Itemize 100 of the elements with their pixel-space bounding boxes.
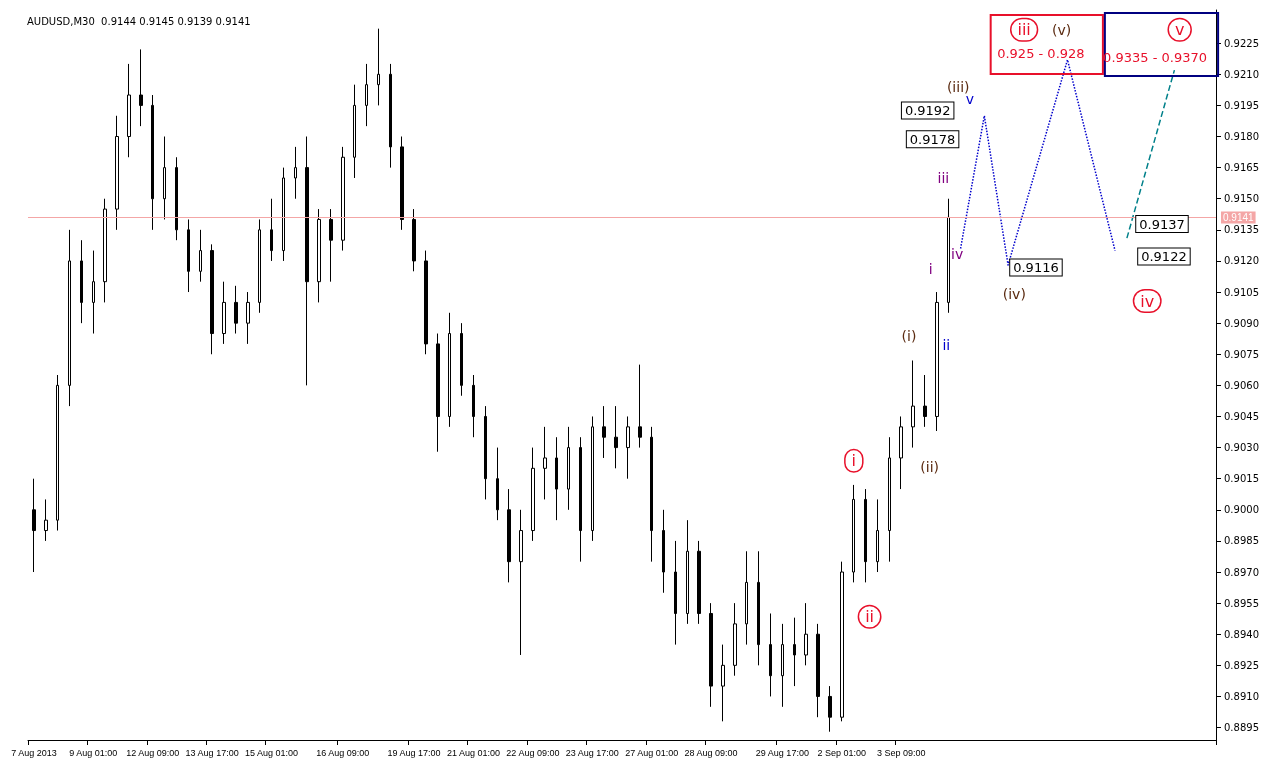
candlestick: [519, 509, 523, 656]
candlestick: [793, 617, 796, 687]
candlestick: [412, 208, 416, 272]
annotation: (v): [1051, 21, 1072, 38]
candlestick: [543, 426, 547, 500]
candlestick: [709, 602, 713, 708]
y-tick-label: 0.9015: [1224, 473, 1259, 485]
candlestick: [68, 229, 71, 407]
candlestick: [899, 415, 903, 490]
y-tick-label: 0.8925: [1224, 659, 1259, 671]
x-tick-label: 29 Aug 17:00: [755, 747, 809, 758]
y-tick-label: 0.8970: [1224, 566, 1259, 578]
x-tick-label: 2 Sep 01:00: [817, 747, 867, 758]
candlestick: [531, 447, 535, 542]
x-tick-label: 19 Aug 17:00: [387, 747, 441, 758]
candlestick: [721, 644, 725, 722]
y-tick-label: 0.8940: [1224, 628, 1259, 640]
annotation: 0.9178: [909, 131, 956, 147]
candlestick: [305, 136, 309, 386]
x-tick-label: 28 Aug 09:00: [684, 747, 738, 758]
x-tick-label: 7 Aug 2013: [11, 747, 57, 758]
y-tick-label: 0.9105: [1224, 286, 1259, 298]
candlestick: [32, 478, 36, 573]
candlestick: [816, 623, 820, 718]
candlestick: [270, 198, 273, 262]
y-tick-label: 0.8985: [1224, 535, 1259, 547]
candlestick: [353, 84, 356, 179]
candlestick: [44, 498, 48, 542]
ref-line-label: 0.9141: [1223, 211, 1255, 223]
candlestick: [294, 146, 297, 200]
y-tick-label: 0.9075: [1224, 348, 1259, 360]
annotation: (iii): [946, 78, 970, 95]
x-tick-label: 9 Aug 01:00: [69, 747, 118, 758]
candlestick: [947, 198, 950, 314]
candlestick: [496, 447, 499, 521]
x-tick-label: 22 Aug 09:00: [506, 747, 560, 758]
candlestick: [745, 550, 748, 646]
text: AUDUSD,M30 0.9144 0.9145 0.9139 0.9141: [27, 15, 251, 27]
candlestick: [341, 146, 345, 252]
candlestick: [282, 167, 285, 262]
annotation: iii: [1017, 20, 1031, 40]
candlestick: [674, 540, 677, 646]
annotation: (ii): [920, 458, 939, 475]
candlestick: [163, 136, 166, 220]
candlestick: [840, 561, 844, 722]
candlestick: [769, 612, 772, 697]
candlestick: [175, 156, 178, 241]
annotation: ii: [942, 337, 951, 354]
candlestick: [56, 374, 59, 532]
candlestick: [757, 550, 760, 666]
y-tick-label: 0.8895: [1224, 722, 1259, 734]
y-tick-label: 0.9135: [1224, 224, 1259, 236]
candlestick: [199, 229, 202, 283]
candlestick: [139, 48, 143, 127]
x-tick-label: 21 Aug 01:00: [446, 747, 501, 758]
candlestick: [876, 498, 879, 573]
annotation: 0.9137: [1139, 216, 1185, 232]
candlestick: [92, 250, 95, 335]
annotation: iv: [1140, 291, 1155, 311]
x-tick-label: 16 Aug 09:00: [316, 747, 370, 758]
candlestick: [638, 364, 642, 449]
candlestick: [389, 63, 392, 169]
candlestick: [115, 115, 119, 231]
annotation: 0.9192: [904, 103, 951, 119]
candlestick: [210, 243, 214, 355]
y-tick-label: 0.9045: [1224, 410, 1259, 422]
annotation: (iv): [1002, 286, 1026, 303]
x-tick-label: 23 Aug 17:00: [565, 747, 619, 758]
y-tick-label: 0.9150: [1224, 193, 1259, 205]
candlestick: [591, 415, 594, 542]
candlestick: [923, 374, 927, 428]
candlestick: [472, 374, 475, 438]
candlestick: [602, 405, 606, 459]
y-tick-label: 0.9210: [1224, 68, 1259, 80]
candlestick: [317, 208, 321, 303]
candlestick: [888, 436, 891, 563]
candlestick: [614, 405, 618, 469]
candlestick: [697, 540, 701, 625]
candlestick: [448, 312, 451, 428]
candlestick: [662, 509, 665, 594]
candlestick: [555, 436, 558, 521]
y-tick-label: 0.9180: [1224, 131, 1259, 143]
y-tick-label: 0.9060: [1224, 379, 1259, 391]
annotation: iii: [937, 169, 950, 186]
candlestick: [579, 436, 582, 563]
candlestick: [781, 623, 784, 708]
y-tick-label: 0.9090: [1224, 317, 1259, 329]
y-tick-label: 0.9000: [1224, 504, 1259, 516]
candlestick: [377, 28, 380, 106]
candlestick: [911, 359, 915, 449]
candlestick: [507, 488, 511, 583]
candlestick: [864, 488, 867, 583]
annotation: iv: [951, 245, 964, 262]
annotation: ii: [865, 607, 875, 627]
x-tick-label: 13 Aug 17:00: [185, 747, 239, 758]
candlestick: [127, 63, 131, 158]
candlestick: [626, 415, 630, 480]
x-tick-label: 15 Aug 01:00: [245, 747, 299, 758]
annotation: (i): [901, 327, 917, 344]
candlestick: [686, 519, 689, 625]
